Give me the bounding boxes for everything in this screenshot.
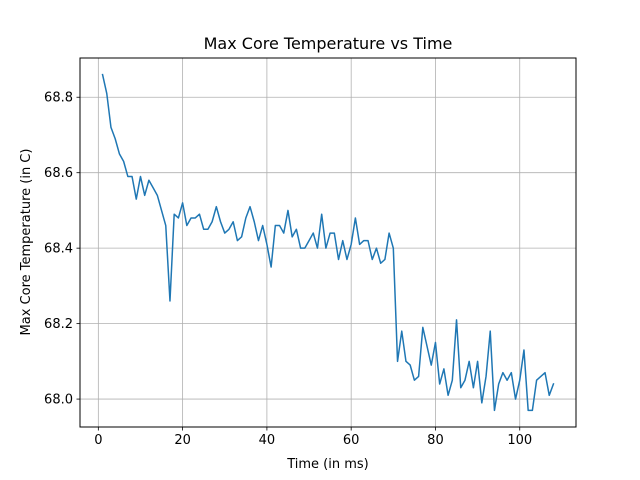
y-tick-label: 68.8 bbox=[44, 91, 73, 106]
y-axis-label: Max Core Temperature (in C) bbox=[19, 149, 34, 336]
y-tick-label: 68.2 bbox=[44, 317, 73, 332]
x-tick-label: 20 bbox=[174, 433, 191, 448]
x-tick-label: 100 bbox=[507, 433, 532, 448]
grid bbox=[80, 58, 576, 427]
x-tick-label: 80 bbox=[427, 433, 444, 448]
x-tick-label: 40 bbox=[259, 433, 276, 448]
axes-frame bbox=[79, 57, 577, 428]
x-axis: 0 20 40 60 80 100 bbox=[94, 427, 532, 448]
x-tick-label: 0 bbox=[94, 433, 102, 448]
x-tick-label: 60 bbox=[343, 433, 360, 448]
series-line bbox=[101, 73, 555, 412]
plot-area bbox=[101, 73, 555, 412]
y-tick-label: 68.0 bbox=[44, 393, 73, 408]
x-axis-label: Time (in ms) bbox=[286, 457, 369, 472]
y-axis: 68.0 68.2 68.4 68.6 68.8 bbox=[44, 91, 80, 408]
chart-title: Max Core Temperature vs Time bbox=[204, 34, 453, 53]
y-tick-label: 68.4 bbox=[44, 242, 73, 257]
y-tick-label: 68.6 bbox=[44, 166, 73, 181]
